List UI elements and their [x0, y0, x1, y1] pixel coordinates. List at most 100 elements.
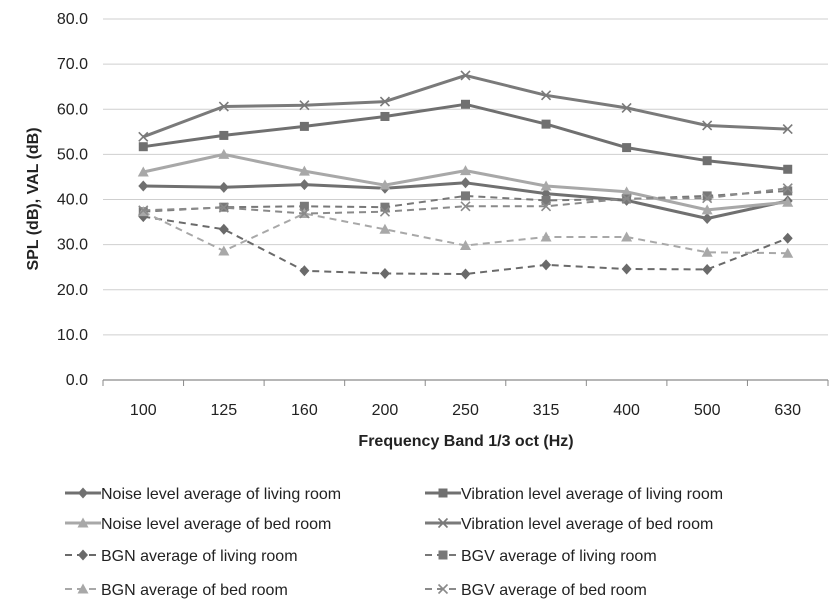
y-axis-title: SPL (dB), VAL (dB) — [25, 127, 42, 270]
data-point — [540, 180, 552, 191]
data-point — [380, 202, 390, 212]
data-point — [782, 232, 793, 244]
x-tick-label: 160 — [291, 402, 318, 419]
data-point — [298, 165, 310, 176]
data-point — [702, 156, 712, 166]
legend-swatch-marker — [78, 487, 88, 499]
data-point — [218, 148, 230, 159]
series-1 — [138, 177, 793, 224]
x-tick-label: 500 — [694, 402, 721, 419]
series-7 — [137, 206, 794, 258]
x-axis-title: Frequency Band 1/3 oct (Hz) — [358, 433, 573, 450]
legend-label: Vibration level average of living room — [461, 486, 723, 503]
series — [137, 70, 794, 280]
data-point — [299, 100, 310, 111]
x-tick-label: 125 — [210, 402, 237, 419]
data-point — [540, 231, 552, 242]
legend-label: BGN average of living room — [101, 548, 298, 565]
x-tick-label: 200 — [372, 402, 399, 419]
data-point — [218, 223, 229, 235]
series-3 — [137, 148, 794, 215]
data-point — [461, 99, 470, 109]
data-point — [461, 191, 470, 201]
x-tick-label: 630 — [774, 402, 801, 419]
data-point — [138, 142, 148, 152]
data-point — [460, 165, 471, 176]
y-tick-label: 10.0 — [57, 327, 88, 344]
data-point — [379, 96, 391, 107]
legend-swatch-marker — [438, 550, 448, 560]
data-point — [460, 240, 471, 251]
y-tick-label: 20.0 — [57, 282, 88, 299]
data-point — [138, 131, 149, 142]
x-tick-label: 100 — [130, 402, 157, 419]
y-tick-label: 50.0 — [57, 146, 88, 163]
data-point — [218, 181, 229, 193]
data-point — [701, 204, 713, 215]
data-point — [299, 208, 310, 219]
data-point — [460, 70, 471, 81]
legend-item: Noise level average of bed room — [65, 516, 331, 533]
legend-swatch-marker — [78, 549, 88, 561]
axes — [102, 379, 829, 386]
legend-swatch-marker — [438, 488, 448, 498]
legend-swatch-marker — [437, 517, 449, 529]
data-point — [783, 164, 793, 174]
data-point — [299, 265, 310, 277]
x-tick-label: 250 — [452, 402, 479, 419]
legend: Noise level average of living room Vibrat… — [65, 486, 723, 599]
data-point — [621, 193, 632, 204]
gridlines — [103, 18, 828, 336]
x-tick-label: 400 — [613, 402, 640, 419]
data-point — [541, 195, 551, 205]
series-line — [143, 215, 789, 275]
data-point — [299, 121, 309, 131]
data-point — [460, 268, 471, 280]
series-4 — [138, 70, 793, 142]
data-point — [782, 183, 793, 194]
data-point — [621, 186, 633, 197]
data-point — [218, 101, 229, 112]
data-point — [621, 231, 633, 242]
data-point — [621, 102, 632, 113]
data-point — [702, 263, 713, 275]
legend-swatch-marker — [77, 517, 89, 528]
legend-label: BGV average of bed room — [461, 582, 647, 599]
series-line — [143, 102, 788, 171]
y-tick-label: 80.0 — [57, 11, 88, 28]
data-point — [460, 201, 471, 212]
legend-item: BGN average of living room — [65, 548, 298, 565]
data-point — [783, 186, 793, 196]
data-point — [218, 202, 229, 213]
legend-label: BGN average of bed room — [101, 582, 288, 599]
legend-item: BGV average of bed room — [425, 582, 647, 599]
data-point — [702, 212, 713, 224]
legend-swatch-marker — [437, 583, 449, 595]
data-point — [621, 263, 632, 275]
data-point — [379, 179, 391, 190]
y-tick-label: 0.0 — [66, 372, 88, 389]
data-point — [782, 196, 794, 207]
data-point — [137, 166, 149, 177]
data-point — [379, 206, 391, 217]
data-point — [541, 259, 552, 271]
series-8 — [138, 183, 793, 219]
data-point — [299, 201, 309, 211]
data-point — [460, 177, 471, 189]
data-point — [218, 245, 230, 256]
series-6 — [138, 186, 793, 217]
legend-item: Vibration level average of bed room — [425, 516, 713, 533]
data-point — [379, 268, 390, 280]
legend-label: BGV average of living room — [461, 548, 657, 565]
legend-label: Noise level average of living room — [101, 486, 341, 503]
data-point — [782, 247, 794, 258]
y-tick-label: 70.0 — [57, 56, 88, 73]
y-tick-label: 40.0 — [57, 192, 88, 209]
legend-label: Vibration level average of bed room — [461, 516, 713, 533]
data-point — [138, 205, 149, 216]
legend-item: Vibration level average of living room — [425, 486, 723, 503]
x-tick-label: 315 — [533, 402, 560, 419]
data-point — [622, 143, 632, 153]
data-point — [138, 180, 149, 192]
